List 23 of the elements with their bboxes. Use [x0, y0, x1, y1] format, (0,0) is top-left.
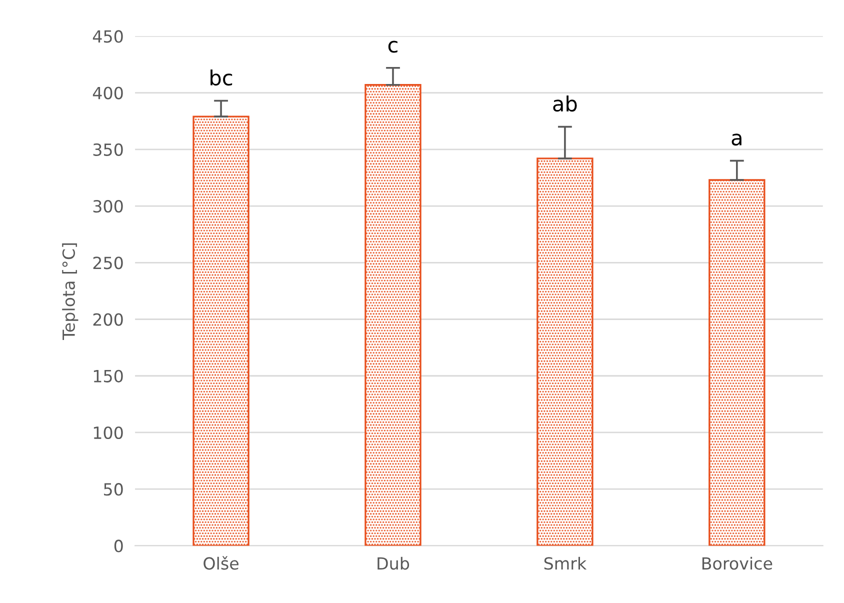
annotation: bc [210, 69, 232, 86]
x-tick-label: Borovice [702, 556, 772, 570]
y-tick-label: 450 [92, 30, 123, 43]
y-tick-label: 300 [93, 200, 123, 213]
y-tick-label: 400 [92, 86, 123, 100]
annotation: ab [553, 95, 577, 112]
bar [192, 116, 250, 546]
x-tick-label: Olše [204, 556, 238, 570]
y-axis-title: Teplota [°C] [62, 243, 78, 340]
y-tick-label: 0 [114, 540, 123, 552]
x-tick-label: Dub [378, 556, 410, 570]
y-tick-label: 150 [94, 370, 123, 382]
y-tick-label: 200 [93, 313, 123, 326]
annotation: c [388, 40, 398, 53]
x-tick-label: Smrk [544, 556, 587, 570]
y-tick-label: 100 [94, 426, 123, 440]
bar [708, 179, 766, 546]
annotation: a [732, 134, 742, 146]
y-tick-label: 350 [93, 143, 123, 156]
y-tick-label: 250 [93, 256, 123, 270]
y-tick-label: 50 [104, 483, 123, 496]
bar [364, 84, 422, 546]
bar [536, 158, 594, 546]
